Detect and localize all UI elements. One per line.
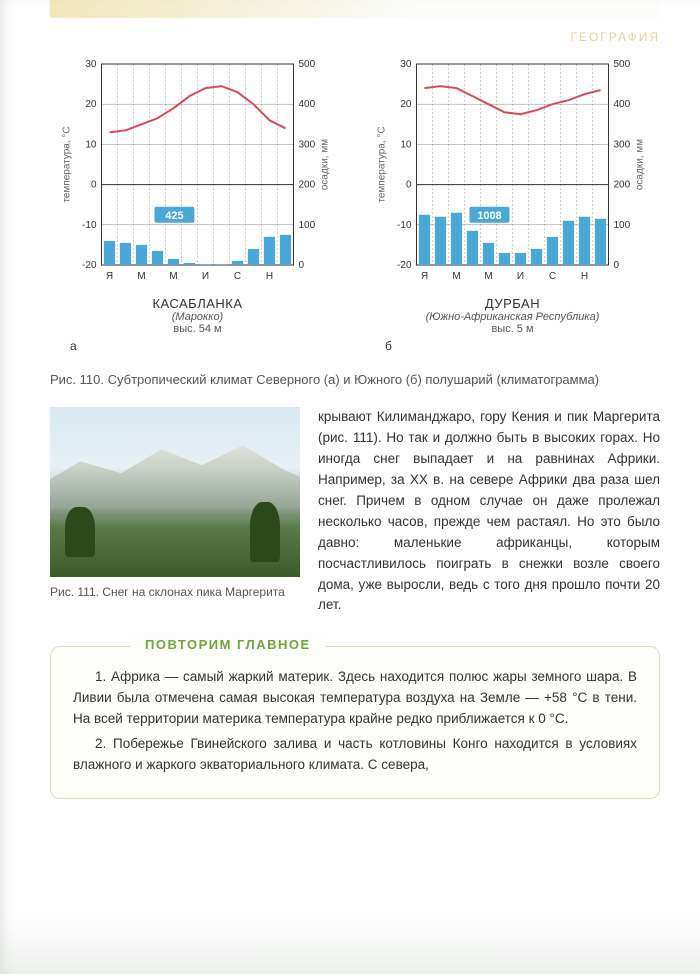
svg-text:30: 30 bbox=[85, 59, 97, 70]
charts-row: -20-1001020300100200300400500ЯММИСНтемпе… bbox=[50, 54, 660, 353]
svg-text:300: 300 bbox=[614, 139, 631, 150]
svg-text:-10: -10 bbox=[397, 220, 412, 231]
chart-b-country: (Южно-Африканская Республика) bbox=[365, 311, 660, 323]
page: ГЕОГРАФИЯ -20-1001020300100200300400500Я… bbox=[0, 0, 700, 974]
chart-a-block: -20-1001020300100200300400500ЯММИСНтемпе… bbox=[50, 54, 345, 353]
summary-box: ПОВТОРИМ ГЛАВНОЕ 1. Африка — самый жарки… bbox=[50, 646, 660, 799]
svg-text:10: 10 bbox=[400, 139, 412, 150]
svg-text:-20: -20 bbox=[82, 260, 97, 271]
svg-text:И: И bbox=[517, 271, 524, 282]
svg-text:Я: Я bbox=[421, 271, 428, 282]
svg-text:1008: 1008 bbox=[477, 210, 501, 222]
svg-text:С: С bbox=[234, 271, 241, 282]
svg-text:0: 0 bbox=[91, 180, 97, 191]
svg-text:100: 100 bbox=[614, 220, 631, 231]
svg-text:осадки, мм: осадки, мм bbox=[635, 139, 646, 190]
svg-text:300: 300 bbox=[299, 139, 316, 150]
photo-tree bbox=[65, 507, 95, 557]
fig110-caption: Рис. 110. Субтропический климат Северног… bbox=[50, 371, 660, 389]
summary-item: 1. Африка — самый жаркий материк. Здесь … bbox=[73, 667, 637, 730]
chart-a-ab: а bbox=[50, 339, 345, 353]
chart-a-country: (Марокко) bbox=[50, 311, 345, 323]
svg-text:Н: Н bbox=[266, 271, 273, 282]
photo-tree bbox=[250, 502, 280, 562]
svg-text:0: 0 bbox=[614, 260, 620, 271]
svg-text:М: М bbox=[137, 271, 145, 282]
svg-text:10: 10 bbox=[85, 139, 97, 150]
svg-text:400: 400 bbox=[299, 99, 316, 110]
content-row: Рис. 111. Снег на склонах пика Маргерита… bbox=[50, 407, 660, 616]
header-label: ГЕОГРАФИЯ bbox=[50, 30, 660, 44]
chart-b-block: -20-1001020300100200300400500ЯММИСНтемпе… bbox=[365, 54, 660, 353]
svg-text:500: 500 bbox=[299, 59, 316, 70]
svg-text:30: 30 bbox=[400, 59, 412, 70]
chart-b-ab: б bbox=[365, 339, 660, 353]
photo-column: Рис. 111. Снег на склонах пика Маргерита bbox=[50, 407, 300, 601]
svg-text:И: И bbox=[202, 271, 209, 282]
svg-text:Н: Н bbox=[581, 271, 588, 282]
top-decor bbox=[50, 0, 660, 18]
svg-text:20: 20 bbox=[400, 99, 412, 110]
svg-text:0: 0 bbox=[406, 180, 412, 191]
fig111-caption: Рис. 111. Снег на склонах пика Маргерита bbox=[50, 585, 300, 601]
svg-text:осадки, мм: осадки, мм bbox=[320, 139, 331, 190]
climograph-a: -20-1001020300100200300400500ЯММИСНтемпе… bbox=[50, 54, 345, 289]
svg-text:100: 100 bbox=[299, 220, 316, 231]
svg-text:температура, °C: температура, °C bbox=[377, 126, 388, 202]
fig111-photo bbox=[50, 407, 300, 577]
svg-text:200: 200 bbox=[614, 180, 631, 191]
summary-item: 2. Побережье Гвинейского залива и часть … bbox=[73, 734, 637, 776]
svg-text:Я: Я bbox=[106, 271, 113, 282]
svg-text:425: 425 bbox=[165, 210, 183, 222]
chart-a-city: КАСАБЛАНКА bbox=[50, 296, 345, 311]
svg-text:-20: -20 bbox=[397, 260, 412, 271]
summary-title: ПОВТОРИМ ГЛАВНОЕ bbox=[131, 637, 325, 652]
svg-text:температура, °C: температура, °C bbox=[62, 126, 73, 202]
svg-text:-10: -10 bbox=[82, 220, 97, 231]
body-text: крывают Килиманджаро, гору Кения и пик М… bbox=[318, 407, 660, 616]
chart-a-elev: выс. 54 м bbox=[50, 323, 345, 335]
svg-text:М: М bbox=[169, 271, 177, 282]
svg-text:400: 400 bbox=[614, 99, 631, 110]
svg-text:0: 0 bbox=[299, 260, 305, 271]
svg-text:М: М bbox=[484, 271, 492, 282]
climograph-b: -20-1001020300100200300400500ЯММИСНтемпе… bbox=[365, 54, 660, 289]
bottom-fade bbox=[0, 914, 700, 974]
svg-text:С: С bbox=[549, 271, 556, 282]
svg-text:20: 20 bbox=[85, 99, 97, 110]
chart-b-elev: выс. 5 м bbox=[365, 323, 660, 335]
svg-text:М: М bbox=[452, 271, 460, 282]
svg-text:500: 500 bbox=[614, 59, 631, 70]
chart-b-city: ДУРБАН bbox=[365, 296, 660, 311]
summary-text: 1. Африка — самый жаркий материк. Здесь … bbox=[73, 667, 637, 776]
svg-text:200: 200 bbox=[299, 180, 316, 191]
